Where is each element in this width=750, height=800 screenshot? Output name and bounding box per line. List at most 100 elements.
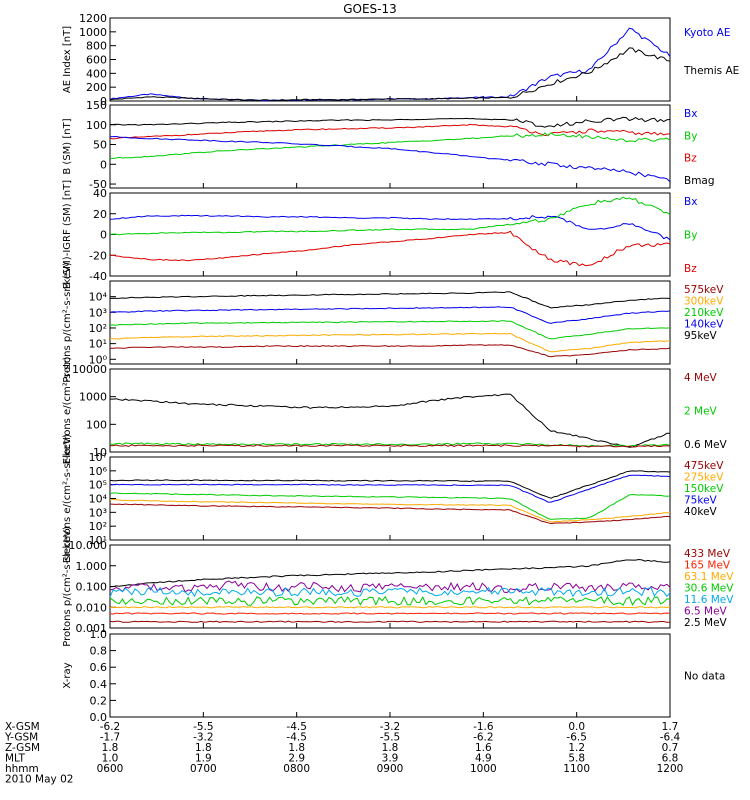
y-axis-label: Electrons e/(cm²-s-sr-keV) bbox=[62, 434, 73, 563]
legend-entry: Bz bbox=[684, 263, 697, 275]
y-tick-label: 0 bbox=[100, 95, 107, 108]
y-tick-label: 20 bbox=[93, 208, 107, 221]
legend-entry: By bbox=[684, 230, 697, 242]
legend-entry: Bz bbox=[684, 153, 697, 165]
x-row-value: 1.9 bbox=[195, 753, 212, 765]
y-tick-label: 100 bbox=[86, 418, 107, 431]
y-tick-label: 0.6 bbox=[90, 661, 108, 674]
series-line bbox=[109, 470, 671, 499]
y-tick-label: 150 bbox=[86, 99, 107, 112]
x-row-value: 0900 bbox=[377, 763, 404, 775]
series-line bbox=[109, 291, 671, 309]
series-line bbox=[109, 135, 671, 183]
x-row-value: 1.8 bbox=[195, 742, 212, 754]
y-tick-label: 200 bbox=[86, 81, 107, 94]
legend-entry: 63.1 MeV bbox=[684, 571, 734, 583]
legend-entry: 75keV bbox=[684, 495, 718, 507]
x-row-value: -1.7 bbox=[100, 732, 121, 744]
y-tick-label: 10¹ bbox=[89, 534, 107, 547]
x-row-value: -5.5 bbox=[193, 721, 214, 733]
x-row-value: 0.7 bbox=[662, 742, 679, 754]
series-line bbox=[109, 344, 671, 358]
series-line bbox=[109, 474, 671, 503]
legend-entry: 475keV bbox=[684, 460, 724, 472]
legend-entry: 95keV bbox=[684, 330, 718, 342]
x-row-value: 1.8 bbox=[288, 742, 305, 754]
y-tick-label: 1200 bbox=[79, 12, 107, 25]
legend-entry: Themis AE bbox=[683, 65, 739, 77]
series-line bbox=[110, 132, 671, 159]
series-line bbox=[109, 196, 671, 236]
x-row-label: hhmm bbox=[5, 763, 39, 775]
panel-frame bbox=[109, 456, 671, 541]
x-row-value: 1000 bbox=[470, 763, 497, 775]
y-axis-label: B (SM)-IGRF (SM) [nT] bbox=[62, 180, 73, 289]
legend-entry: 210keV bbox=[684, 307, 724, 319]
series-line bbox=[109, 595, 671, 606]
series-line bbox=[109, 580, 671, 594]
y-tick-label: 0.010 bbox=[76, 601, 108, 614]
y-tick-label: -40 bbox=[89, 270, 107, 283]
legend-entry: Kyoto AE bbox=[684, 27, 730, 39]
y-tick-label: 50 bbox=[93, 139, 107, 152]
x-row-value: -4.5 bbox=[286, 732, 307, 744]
y-tick-label: -20 bbox=[89, 249, 107, 262]
y-tick-label: 0 bbox=[100, 158, 107, 171]
y-tick-label: 10 bbox=[93, 446, 107, 459]
x-row-value: 4.9 bbox=[475, 753, 492, 765]
series-line bbox=[109, 320, 671, 340]
legend-entry: 30.6 MeV bbox=[684, 583, 734, 595]
panel-4: 10⁰ 10¹ 10² 10³ 10⁴ Protons p/(cm²-s-sr-keV) 5… bbox=[62, 262, 724, 383]
series-line bbox=[109, 123, 671, 140]
series-line bbox=[109, 492, 671, 520]
x-row-value: 3.9 bbox=[382, 753, 399, 765]
legend-entry: 4 MeV bbox=[684, 372, 718, 384]
x-row-value: -5.5 bbox=[380, 732, 401, 744]
x-row-value: 2.9 bbox=[288, 753, 305, 765]
y-tick-label: 0.100 bbox=[76, 581, 108, 594]
legend-entry: 0.6 MeV bbox=[684, 439, 728, 451]
panel-frame bbox=[109, 368, 671, 453]
y-tick-label: 0.001 bbox=[76, 622, 108, 635]
series-line bbox=[109, 306, 671, 324]
y-tick-label: 10¹ bbox=[89, 338, 107, 351]
legend-entry: 11.6 MeV bbox=[684, 594, 734, 606]
legend-entry: Bmag bbox=[684, 175, 715, 187]
y-axis-label: Electrons e/(cm²-s-sr) bbox=[62, 357, 73, 465]
x-row-value: 1100 bbox=[563, 763, 590, 775]
series-line bbox=[109, 558, 671, 588]
x-row-value: 0700 bbox=[190, 763, 217, 775]
legend-entry: 2 MeV bbox=[684, 406, 718, 418]
y-tick-label: 0.8 bbox=[90, 645, 108, 658]
y-tick-label: 0.0 bbox=[90, 711, 108, 724]
y-tick-label: 800 bbox=[86, 40, 107, 53]
legend-entry: Bx bbox=[684, 108, 697, 120]
plot-date: 2010 May 02 bbox=[5, 774, 73, 786]
x-row-value: -4.5 bbox=[286, 721, 307, 733]
y-axis-label: X-ray bbox=[62, 662, 73, 688]
series-line bbox=[109, 606, 671, 609]
legend-entry: 2.5 MeV bbox=[684, 617, 728, 629]
y-tick-label: 10000 bbox=[72, 363, 107, 376]
x-row-value: 1.8 bbox=[102, 742, 119, 754]
panel-3: -40 -20 0 20 40 B (SM)-IGRF (SM) [nT] Bx By Bz bbox=[62, 180, 697, 289]
legend-entry: 575keV bbox=[684, 284, 724, 296]
legend-entry: 433 MeV bbox=[684, 548, 731, 560]
y-tick-label: 0 bbox=[100, 229, 107, 242]
y-tick-label: 0.2 bbox=[90, 694, 108, 707]
y-tick-label: 1000 bbox=[79, 26, 107, 39]
series-line bbox=[110, 444, 671, 448]
x-row-value: 1.8 bbox=[382, 742, 399, 754]
y-tick-label: -50 bbox=[89, 178, 107, 191]
y-tick-label: 10⁰ bbox=[89, 353, 108, 366]
x-row-value: 1200 bbox=[657, 763, 684, 775]
legend-entry: By bbox=[684, 130, 697, 142]
x-axis-table: X-GSM -6.2 -5.5 -4.5 -3.2 -1.6 0.0 1.7 Y-GSM -1.7… bbox=[4, 721, 683, 786]
legend-entry: 300keV bbox=[684, 296, 724, 308]
y-tick-label: 10² bbox=[89, 520, 107, 533]
y-tick-label: 10⁴ bbox=[89, 493, 108, 506]
